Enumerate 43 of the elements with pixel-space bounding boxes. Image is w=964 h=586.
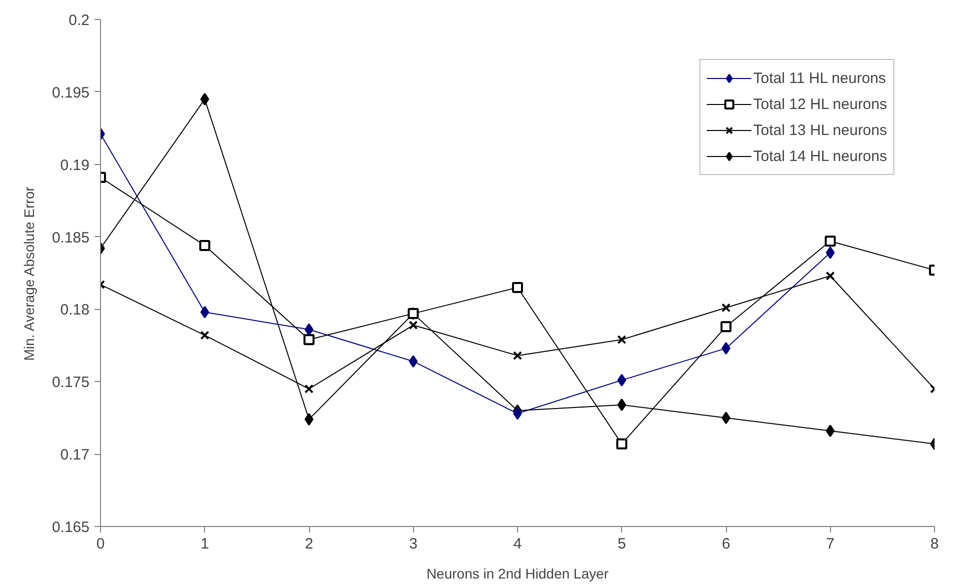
point bbox=[304, 334, 314, 346]
point bbox=[512, 282, 523, 293]
point bbox=[824, 236, 836, 247]
y-tick-label: 0.18 bbox=[60, 302, 90, 319]
y-tick-label: 0.175 bbox=[52, 374, 90, 392]
y-tick-label: 0.2 bbox=[68, 12, 90, 29]
point bbox=[200, 330, 210, 340]
point bbox=[617, 374, 626, 386]
point bbox=[512, 351, 522, 360]
x-tick-label: 7 bbox=[826, 536, 834, 552]
point bbox=[826, 271, 835, 280]
x-tick-label: 2 bbox=[304, 536, 314, 552]
point bbox=[200, 306, 210, 318]
point bbox=[826, 424, 835, 438]
legend-label: Total 14 HL neurons bbox=[753, 146, 887, 166]
y-tick-label: 0.165 bbox=[52, 519, 90, 536]
x-tick-label: 5 bbox=[618, 536, 626, 552]
y-axis-title: Min. Average Absolute Error bbox=[20, 186, 37, 361]
point bbox=[408, 320, 418, 330]
x-tick-label: 8 bbox=[930, 536, 939, 552]
point bbox=[304, 384, 314, 394]
legend-label: Total 12 HL neurons bbox=[753, 94, 887, 114]
point bbox=[408, 355, 418, 368]
legend-label: Total 13 HL neurons bbox=[753, 120, 887, 140]
point bbox=[826, 246, 835, 259]
y-tick-label: 0.17 bbox=[60, 446, 90, 464]
y-tick-label: 0.185 bbox=[52, 229, 90, 246]
point bbox=[721, 303, 731, 312]
x-tick-label: 0 bbox=[96, 536, 105, 552]
x-axis-title: Neurons in 2nd Hidden Layer bbox=[426, 566, 609, 582]
x-tick-label: 4 bbox=[513, 536, 522, 552]
point bbox=[720, 321, 732, 332]
x-tick-label: 1 bbox=[200, 536, 209, 552]
legend-label: Total 11 HL neurons bbox=[753, 68, 886, 88]
point bbox=[617, 398, 626, 412]
y-tick-label: 0.19 bbox=[60, 156, 90, 174]
x-tick-label: 3 bbox=[409, 536, 418, 552]
x-tick-label: 6 bbox=[722, 536, 730, 552]
y-tick-label: 0.195 bbox=[52, 84, 90, 102]
point bbox=[199, 240, 210, 251]
point bbox=[616, 438, 628, 450]
point bbox=[200, 92, 210, 106]
point bbox=[617, 335, 626, 344]
